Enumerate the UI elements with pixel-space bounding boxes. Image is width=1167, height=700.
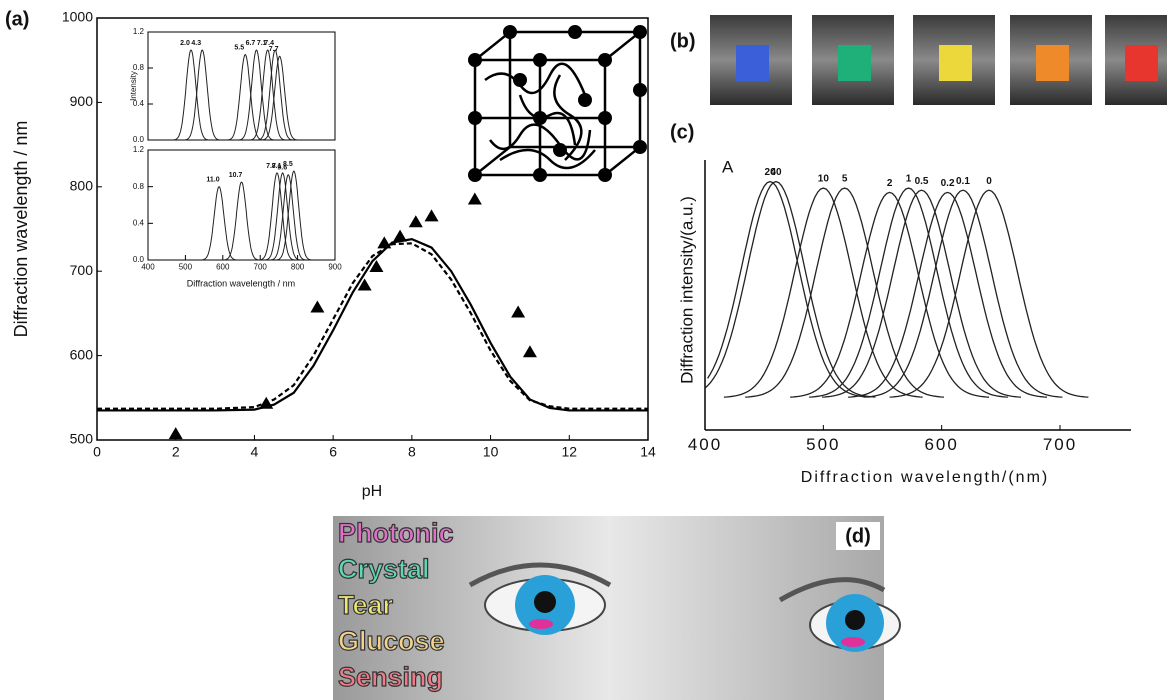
x-axis-label: pH — [362, 483, 382, 500]
x-axis-label: Diffraction wavelength / nm — [187, 278, 295, 288]
x-tick-label: 12 — [561, 443, 577, 459]
y-tick-label: 600 — [70, 346, 94, 362]
overlay-word: Glucose — [338, 626, 445, 656]
spectrum-peak — [225, 182, 259, 260]
y-tick-label: 900 — [70, 93, 94, 109]
spectrum-peak — [790, 192, 989, 397]
overlay-word: Crystal — [338, 554, 430, 584]
y-tick-label: 1.2 — [133, 145, 145, 154]
panel-label: (a) — [5, 8, 29, 30]
y-axis-label: Diffraction wavelength / nm — [11, 121, 31, 338]
peak-label: 5 — [842, 174, 848, 185]
peak-label: 10 — [818, 174, 830, 185]
spectrum-peak — [202, 187, 236, 260]
data-point — [310, 300, 324, 312]
x-tick-label: 4 — [251, 443, 259, 459]
spectrum-peak — [822, 190, 1021, 397]
y-tick-label: 1000 — [62, 9, 93, 25]
peak-label: 5.5 — [234, 44, 244, 51]
overlay-word: Photonic — [338, 518, 454, 548]
peak-label: 8.5 — [283, 161, 293, 168]
peak-label: 11.0 — [206, 177, 219, 184]
x-tick-label: 600 — [924, 435, 958, 454]
lattice-diagram — [468, 25, 647, 182]
x-tick-label: 500 — [806, 435, 840, 454]
axes-frame — [97, 18, 648, 440]
data-point — [409, 215, 423, 227]
panel-b-photos — [710, 15, 1167, 105]
spectrum-peak — [239, 50, 273, 140]
x-tick-label: 400 — [688, 435, 722, 454]
x-tick-label: 0 — [93, 443, 101, 459]
x-axis-label: Diffraction wavelength/(nm) — [801, 469, 1049, 486]
peak-label: 4.3 — [191, 40, 201, 47]
peak-label: 40 — [770, 167, 782, 178]
peak-label: 7.7 — [269, 46, 279, 53]
data-point — [468, 192, 482, 204]
x-tick-label: 10 — [483, 443, 499, 459]
data-point — [259, 397, 273, 409]
y-tick-label: 800 — [70, 178, 94, 194]
y-axis-label: Diffraction intensity/(a.u.) — [677, 196, 696, 384]
overlay-word: Sensing — [338, 662, 443, 692]
y-tick-label: 0.0 — [133, 255, 145, 264]
peak-label: 10.7 — [229, 172, 243, 179]
x-tick-label: 900 — [328, 262, 342, 271]
peak-label: 1 — [906, 174, 912, 185]
x-tick-label: 500 — [179, 262, 193, 271]
data-point — [393, 230, 407, 242]
y-tick-label: 0.8 — [133, 182, 145, 191]
data-point — [425, 209, 439, 221]
y-tick-label: 500 — [70, 431, 94, 447]
peak-label: 2 — [887, 178, 893, 189]
data-point — [169, 427, 183, 439]
x-tick-label: 700 — [1043, 435, 1077, 454]
y-tick-label: 700 — [70, 262, 94, 278]
spectrum-peak — [228, 55, 262, 140]
panel-label: (b) — [670, 30, 696, 52]
peak-label: 0.2 — [941, 178, 955, 189]
spectrum-peak — [185, 50, 219, 140]
spectrum-peak — [708, 182, 870, 398]
x-tick-label: 14 — [640, 443, 656, 459]
data-point — [511, 306, 525, 318]
x-tick-label: 6 — [329, 443, 337, 459]
spectrum-peak — [251, 50, 285, 140]
spectrum-peak — [263, 56, 297, 140]
y-tick-label: 0.8 — [133, 63, 145, 72]
peak-label: 6.7 — [246, 40, 256, 47]
annotation: A — [722, 157, 734, 176]
spectrum-peak — [258, 50, 292, 140]
x-tick-label: 800 — [291, 262, 305, 271]
panel-label: (c) — [670, 121, 694, 143]
panel-label: (d) — [845, 525, 871, 547]
figure: (b) (d) Photonic Crystal Tear Glucose Sensin… — [0, 0, 1167, 700]
y-tick-label: 0.4 — [133, 218, 145, 227]
spectrum-peak — [890, 190, 1089, 397]
data-point — [523, 345, 537, 357]
peak-label: 0.5 — [915, 176, 929, 187]
peak-label: 2.0 — [180, 40, 190, 47]
data-point — [377, 236, 391, 248]
x-tick-label: 8 — [408, 443, 416, 459]
peak-label: 0 — [986, 176, 992, 187]
peak-label: 0.1 — [956, 176, 970, 187]
y-tick-label: 0.0 — [133, 135, 145, 144]
overlay-word: Tear — [338, 590, 394, 620]
x-tick-label: 700 — [254, 262, 268, 271]
x-tick-label: 2 — [172, 443, 180, 459]
y-tick-label: 1.2 — [133, 27, 145, 36]
spectrum-peak — [174, 50, 208, 140]
y-axis-label: Intensity — [129, 71, 138, 101]
x-tick-label: 600 — [216, 262, 230, 271]
axes-frame — [148, 150, 335, 260]
